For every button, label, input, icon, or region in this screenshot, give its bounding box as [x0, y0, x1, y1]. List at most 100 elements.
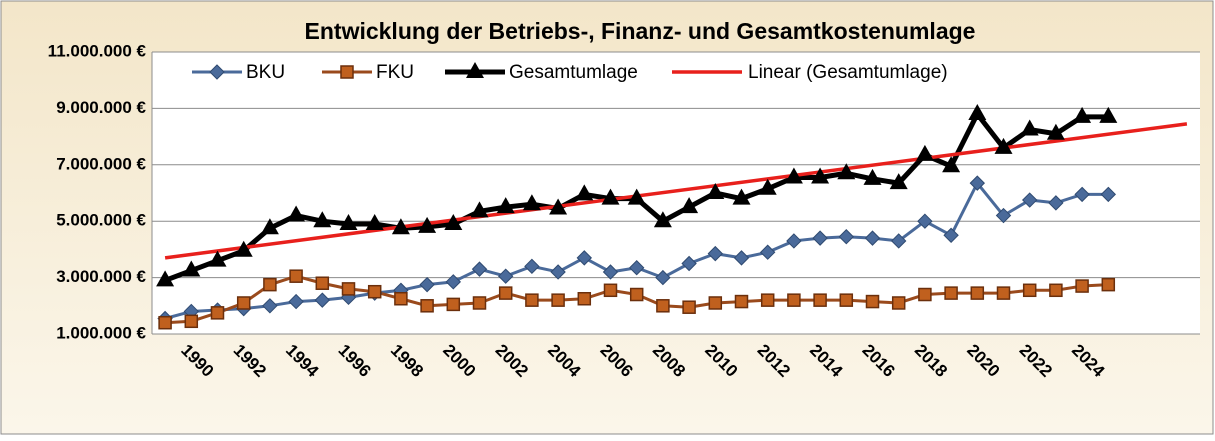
data-point — [890, 233, 907, 249]
data-point — [525, 293, 539, 307]
data-point — [812, 230, 828, 246]
data-point — [602, 264, 619, 280]
data-point — [760, 293, 775, 307]
trend-line — [164, 122, 1188, 260]
data-point — [865, 294, 880, 309]
data-point — [1022, 283, 1037, 298]
y-tick-label: 1.000.000 € — [56, 323, 146, 342]
data-point — [968, 104, 987, 121]
data-point — [864, 230, 881, 246]
y-tick-label: 5.000.000 € — [56, 211, 146, 230]
data-point — [682, 300, 696, 314]
data-point — [891, 296, 906, 310]
data-point — [653, 211, 672, 228]
data-point — [522, 194, 541, 211]
legend-label: Gesamtumlage — [509, 62, 638, 83]
data-point — [656, 299, 670, 313]
chart-title: Entwicklung der Betriebs-, Finanz- und G… — [305, 18, 976, 44]
y-tick-label: 3.000.000 € — [56, 267, 146, 286]
data-point — [733, 250, 750, 266]
data-point — [759, 244, 776, 260]
data-point — [942, 156, 961, 173]
data-point — [551, 293, 565, 307]
data-point — [471, 261, 488, 277]
data-point — [391, 218, 410, 235]
data-point — [839, 293, 854, 307]
data-point — [288, 293, 304, 310]
data-point — [208, 250, 227, 267]
data-point — [786, 233, 802, 249]
data-point — [889, 173, 908, 190]
data-point — [837, 163, 856, 180]
data-point — [445, 274, 462, 290]
data-point — [420, 299, 434, 313]
data-point — [1073, 106, 1092, 123]
data-point — [524, 258, 540, 275]
data-point — [419, 276, 435, 293]
data-point — [706, 183, 725, 199]
data-point — [577, 292, 592, 306]
legend-marker — [209, 64, 225, 80]
data-point — [313, 211, 332, 228]
data-point — [263, 277, 277, 292]
data-point — [811, 167, 830, 184]
data-point — [970, 286, 985, 300]
data-point — [943, 227, 959, 244]
data-point — [236, 296, 251, 310]
data-point — [969, 175, 986, 191]
data-point — [496, 197, 515, 214]
data-point — [1100, 186, 1117, 203]
data-point — [734, 294, 749, 309]
data-point — [575, 184, 594, 201]
data-point — [838, 229, 855, 245]
data-point — [576, 250, 593, 266]
data-point — [655, 269, 671, 286]
data-point — [1075, 279, 1089, 293]
data-point — [262, 298, 278, 314]
data-point — [994, 137, 1013, 154]
data-point — [917, 213, 933, 229]
data-point — [498, 286, 513, 300]
data-point — [367, 284, 382, 299]
legend-marker — [340, 65, 354, 79]
data-point — [680, 197, 699, 214]
data-point — [1099, 106, 1118, 123]
data-point — [418, 216, 437, 233]
data-point — [629, 287, 644, 302]
data-point — [995, 207, 1012, 224]
data-point — [1020, 119, 1039, 136]
data-point — [915, 144, 934, 161]
data-point — [314, 292, 331, 308]
data-point — [315, 276, 330, 290]
data-point — [1048, 195, 1064, 211]
data-point — [156, 270, 175, 287]
data-point — [550, 264, 566, 280]
data-point — [260, 218, 279, 235]
data-point — [234, 240, 253, 257]
legend-label: BKU — [246, 62, 285, 83]
data-point — [1021, 192, 1038, 208]
data-point — [182, 260, 201, 277]
data-point — [603, 283, 618, 298]
data-point — [549, 198, 568, 215]
legend-label: FKU — [376, 62, 414, 83]
data-point — [813, 293, 827, 307]
data-point — [339, 214, 358, 231]
data-point — [497, 268, 514, 284]
data-point — [341, 282, 356, 296]
data-point — [446, 297, 461, 312]
data-point — [944, 286, 958, 300]
legend-label: Linear (Gesamtumlage) — [748, 62, 948, 83]
data-point — [784, 167, 803, 184]
data-point — [708, 296, 723, 310]
data-point — [681, 255, 697, 272]
data-point — [707, 245, 724, 262]
data-point — [628, 260, 645, 276]
data-point — [158, 315, 172, 330]
data-point — [444, 214, 463, 231]
data-point — [787, 293, 801, 307]
data-point — [210, 306, 225, 320]
data-point — [394, 292, 408, 306]
data-point — [918, 287, 932, 302]
